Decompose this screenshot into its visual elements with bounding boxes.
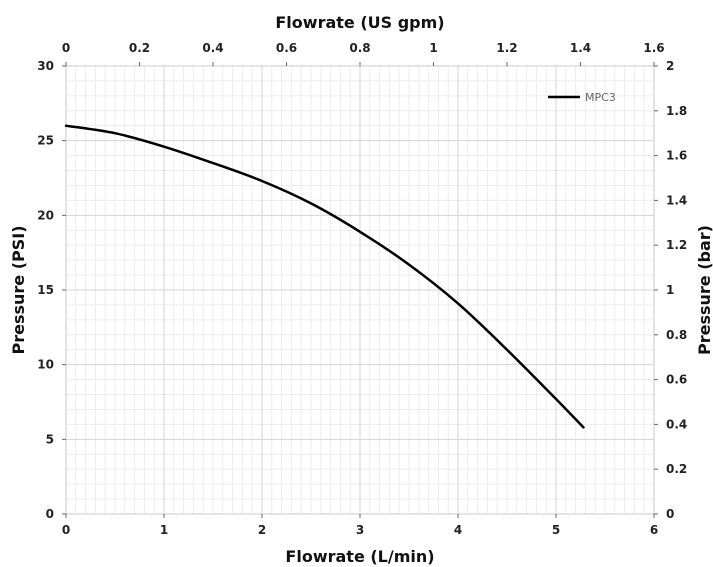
x2-tick-label: 0 — [62, 41, 70, 55]
x-tick-label: 5 — [552, 523, 560, 537]
y-tick-label: 5 — [46, 432, 54, 446]
x2-tick-label: 0.4 — [202, 41, 223, 55]
x2-tick-label: 0.8 — [349, 41, 370, 55]
y-tick-label: 30 — [37, 59, 54, 73]
x2-tick-label: 1.6 — [643, 41, 664, 55]
y2-axis-ticks: 0 0.2 0.4 0.6 0.8 1 1.2 1.4 1.6 1.8 2 — [654, 59, 687, 521]
y-tick-label: 25 — [37, 134, 54, 148]
x-tick-label: 3 — [356, 523, 364, 537]
x-tick-label: 1 — [160, 523, 168, 537]
legend: MPC3 — [548, 91, 616, 104]
series-layer — [64, 124, 585, 429]
x-tick-label: 4 — [454, 523, 462, 537]
x2-tick-label: 1.4 — [570, 41, 591, 55]
x2-axis-ticks: 0 0.2 0.4 0.6 0.8 1 1.2 1.4 1.6 — [62, 41, 665, 66]
y-tick-label: 10 — [37, 358, 54, 372]
x-axis-ticks: 0 1 2 3 4 5 6 — [62, 514, 658, 537]
y-tick-label: 20 — [37, 208, 54, 222]
y2-tick-label: 1.4 — [666, 193, 687, 207]
y2-tick-label: 0.4 — [666, 417, 687, 431]
y2-tick-label: 2 — [666, 59, 674, 73]
x-tick-label: 2 — [258, 523, 266, 537]
y2-tick-label: 0 — [666, 507, 674, 521]
y2-tick-label: 1 — [666, 283, 674, 297]
x-tick-label: 6 — [650, 523, 658, 537]
y-axis-ticks: 0 5 10 15 20 25 30 — [37, 59, 66, 521]
y-tick-label: 15 — [37, 283, 54, 297]
y2-tick-label: 1.8 — [666, 104, 687, 118]
y2-tick-label: 0.2 — [666, 462, 687, 476]
legend-label: MPC3 — [585, 91, 616, 104]
x2-axis-title: Flowrate (US gpm) — [275, 13, 444, 32]
x2-tick-label: 0.2 — [129, 41, 150, 55]
y2-tick-label: 0.8 — [666, 328, 687, 342]
x-axis-title: Flowrate (L/min) — [285, 547, 434, 566]
x2-tick-label: 0.6 — [276, 41, 297, 55]
y-tick-label: 0 — [46, 507, 54, 521]
y2-tick-label: 1.2 — [666, 238, 687, 252]
y2-tick-label: 0.6 — [666, 373, 687, 387]
series-line-mpc3 — [64, 124, 585, 429]
y-axis-title: Pressure (PSI) — [9, 225, 28, 354]
y2-axis-title: Pressure (bar) — [695, 225, 713, 355]
y2-tick-label: 1.6 — [666, 149, 687, 163]
grid-major — [66, 66, 654, 514]
x2-tick-label: 1 — [429, 41, 437, 55]
x2-tick-label: 1.2 — [496, 41, 517, 55]
x-tick-label: 0 — [62, 523, 70, 537]
